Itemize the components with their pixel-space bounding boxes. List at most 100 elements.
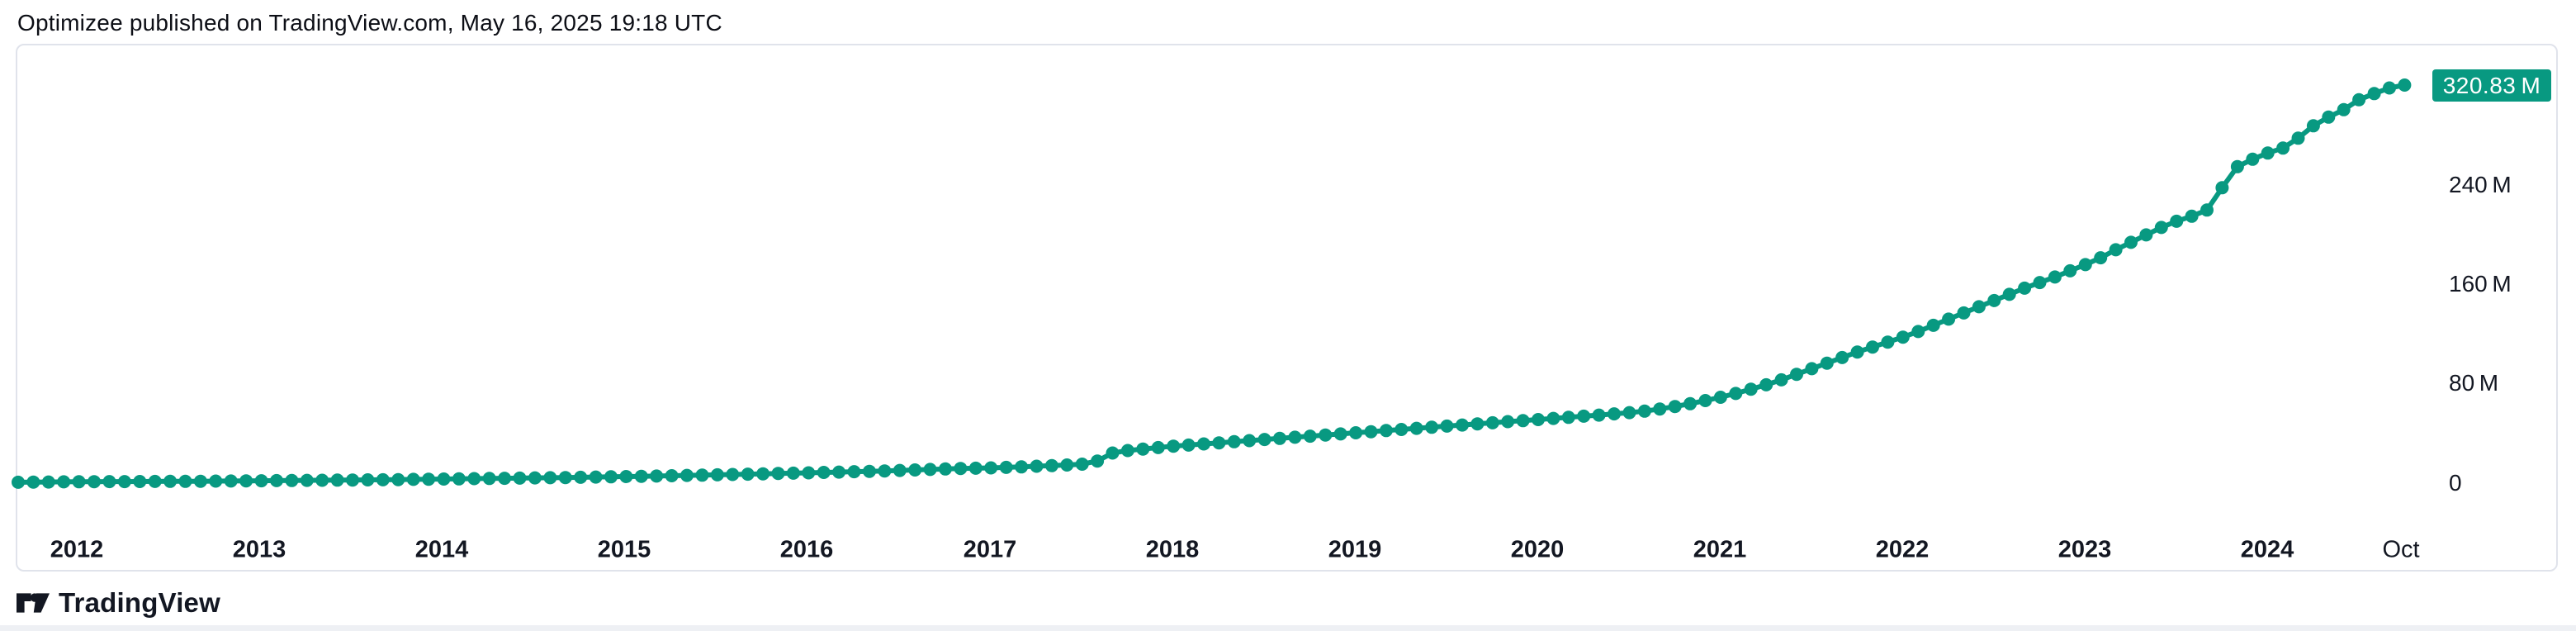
data-point-marker (437, 472, 451, 486)
data-point-marker (452, 472, 466, 486)
data-point-marker (1395, 423, 1409, 436)
data-point-marker (2261, 146, 2275, 160)
data-point-marker (467, 472, 481, 486)
data-point-marker (1835, 350, 1849, 364)
time-axis-label: 2022 (1875, 536, 1930, 563)
data-point-marker (726, 467, 740, 482)
data-point-marker (1866, 340, 1879, 354)
data-point-marker (1820, 356, 1834, 370)
data-point-marker (1532, 413, 1545, 426)
data-point-marker (1608, 407, 1621, 421)
data-point-marker (1333, 427, 1347, 441)
data-point-marker (1470, 417, 1485, 431)
data-point-marker (984, 461, 998, 475)
data-point-marker (1577, 409, 1591, 423)
data-point-marker (1790, 368, 1803, 382)
time-axis-label: 2012 (50, 536, 104, 563)
data-point-marker (1805, 362, 1819, 376)
data-point-marker (1546, 411, 1560, 425)
data-point-marker (543, 471, 557, 485)
data-point-marker (2230, 159, 2244, 173)
data-point-marker (2398, 78, 2412, 92)
data-point-marker (1592, 408, 1606, 422)
data-point-marker (300, 473, 314, 487)
data-point-marker (1957, 306, 1971, 320)
data-point-marker (482, 472, 496, 486)
data-point-marker (2383, 81, 2396, 95)
data-point-marker (1106, 446, 1120, 460)
data-point-marker (1926, 318, 1940, 332)
data-point-marker (680, 468, 694, 482)
data-point-marker (346, 473, 359, 487)
data-point-marker (1379, 424, 1393, 438)
data-point-marker (2154, 221, 2168, 235)
data-point-marker (2291, 131, 2305, 145)
data-point-marker (893, 463, 907, 477)
data-point-marker (878, 464, 892, 478)
data-point-marker (786, 466, 800, 480)
time-axis-label: 2018 (1145, 536, 1200, 563)
data-point-marker (1911, 325, 1925, 339)
data-point-marker (695, 468, 709, 482)
data-point-marker (1288, 430, 1302, 444)
data-point-marker (2322, 110, 2336, 124)
data-point-marker (1257, 433, 1271, 447)
time-axis-label: 2020 (1510, 536, 1565, 563)
data-point-marker (1637, 404, 1651, 418)
data-point-marker (26, 475, 40, 489)
data-point-marker (41, 475, 55, 489)
price-axis-label: 160 M (2449, 271, 2512, 297)
tradingview-logo-icon[interactable] (17, 593, 50, 613)
data-point-marker (1409, 421, 1423, 435)
data-point-marker (133, 475, 147, 488)
data-point-marker (224, 474, 238, 488)
data-point-marker (1942, 312, 1956, 326)
data-point-marker (665, 469, 679, 482)
data-point-marker (2002, 287, 2016, 301)
line-series (17, 83, 2405, 485)
price-axis-label: 80 M (2449, 370, 2499, 396)
data-point-marker (1167, 439, 1181, 453)
data-point-marker (741, 467, 755, 482)
data-point-marker (1972, 300, 1986, 314)
data-point-marker (391, 472, 405, 486)
data-point-marker (72, 475, 86, 489)
data-point-marker (1440, 419, 1454, 433)
data-point-marker (498, 472, 512, 486)
data-point-marker (923, 463, 937, 477)
time-axis-label: 2015 (597, 536, 651, 563)
data-point-marker (2078, 258, 2092, 272)
time-axis-label: 2016 (779, 536, 834, 563)
data-point-marker (1319, 428, 1333, 442)
publish-attribution-title: Optimizee published on TradingView.com, … (17, 10, 722, 36)
tradingview-wordmark[interactable]: TradingView (59, 587, 220, 618)
data-point-marker (406, 472, 420, 486)
data-point-marker (513, 471, 527, 485)
data-point-marker (2033, 276, 2047, 290)
data-point-marker (558, 471, 572, 485)
data-point-marker (88, 475, 101, 489)
data-point-marker (2246, 152, 2260, 166)
time-axis-label: 2014 (414, 536, 469, 563)
data-point-marker (285, 473, 299, 487)
data-point-marker (1425, 420, 1439, 434)
data-point-marker (1243, 434, 1257, 448)
data-point-marker (1197, 437, 1210, 451)
data-point-marker (908, 463, 922, 477)
data-point-marker (2048, 270, 2062, 284)
data-point-marker (1501, 415, 1515, 429)
data-point-marker (422, 472, 436, 486)
data-point-marker (604, 470, 618, 484)
data-point-marker (1896, 330, 1910, 344)
data-point-marker (802, 466, 816, 480)
data-point-marker (163, 474, 178, 488)
footer: TradingView (17, 587, 220, 619)
data-point-marker (1136, 442, 1150, 456)
data-point-marker (1759, 377, 1773, 391)
last-price-badge: 320.83 M (2432, 69, 2551, 102)
data-point-marker (1364, 425, 1378, 439)
data-point-marker (361, 473, 375, 486)
data-point-marker (1349, 426, 1363, 439)
